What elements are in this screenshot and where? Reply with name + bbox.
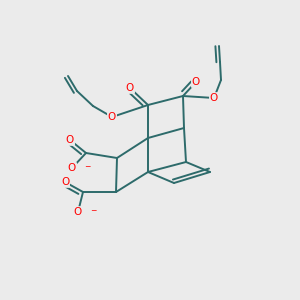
Text: O: O [66,135,74,145]
Text: −: − [84,162,90,171]
Text: O: O [108,112,116,122]
Text: O: O [68,163,76,173]
Text: O: O [192,77,200,87]
Text: O: O [74,207,82,217]
Text: O: O [61,177,69,187]
Text: O: O [210,93,218,103]
Text: −: − [90,206,96,215]
Text: O: O [126,83,134,93]
